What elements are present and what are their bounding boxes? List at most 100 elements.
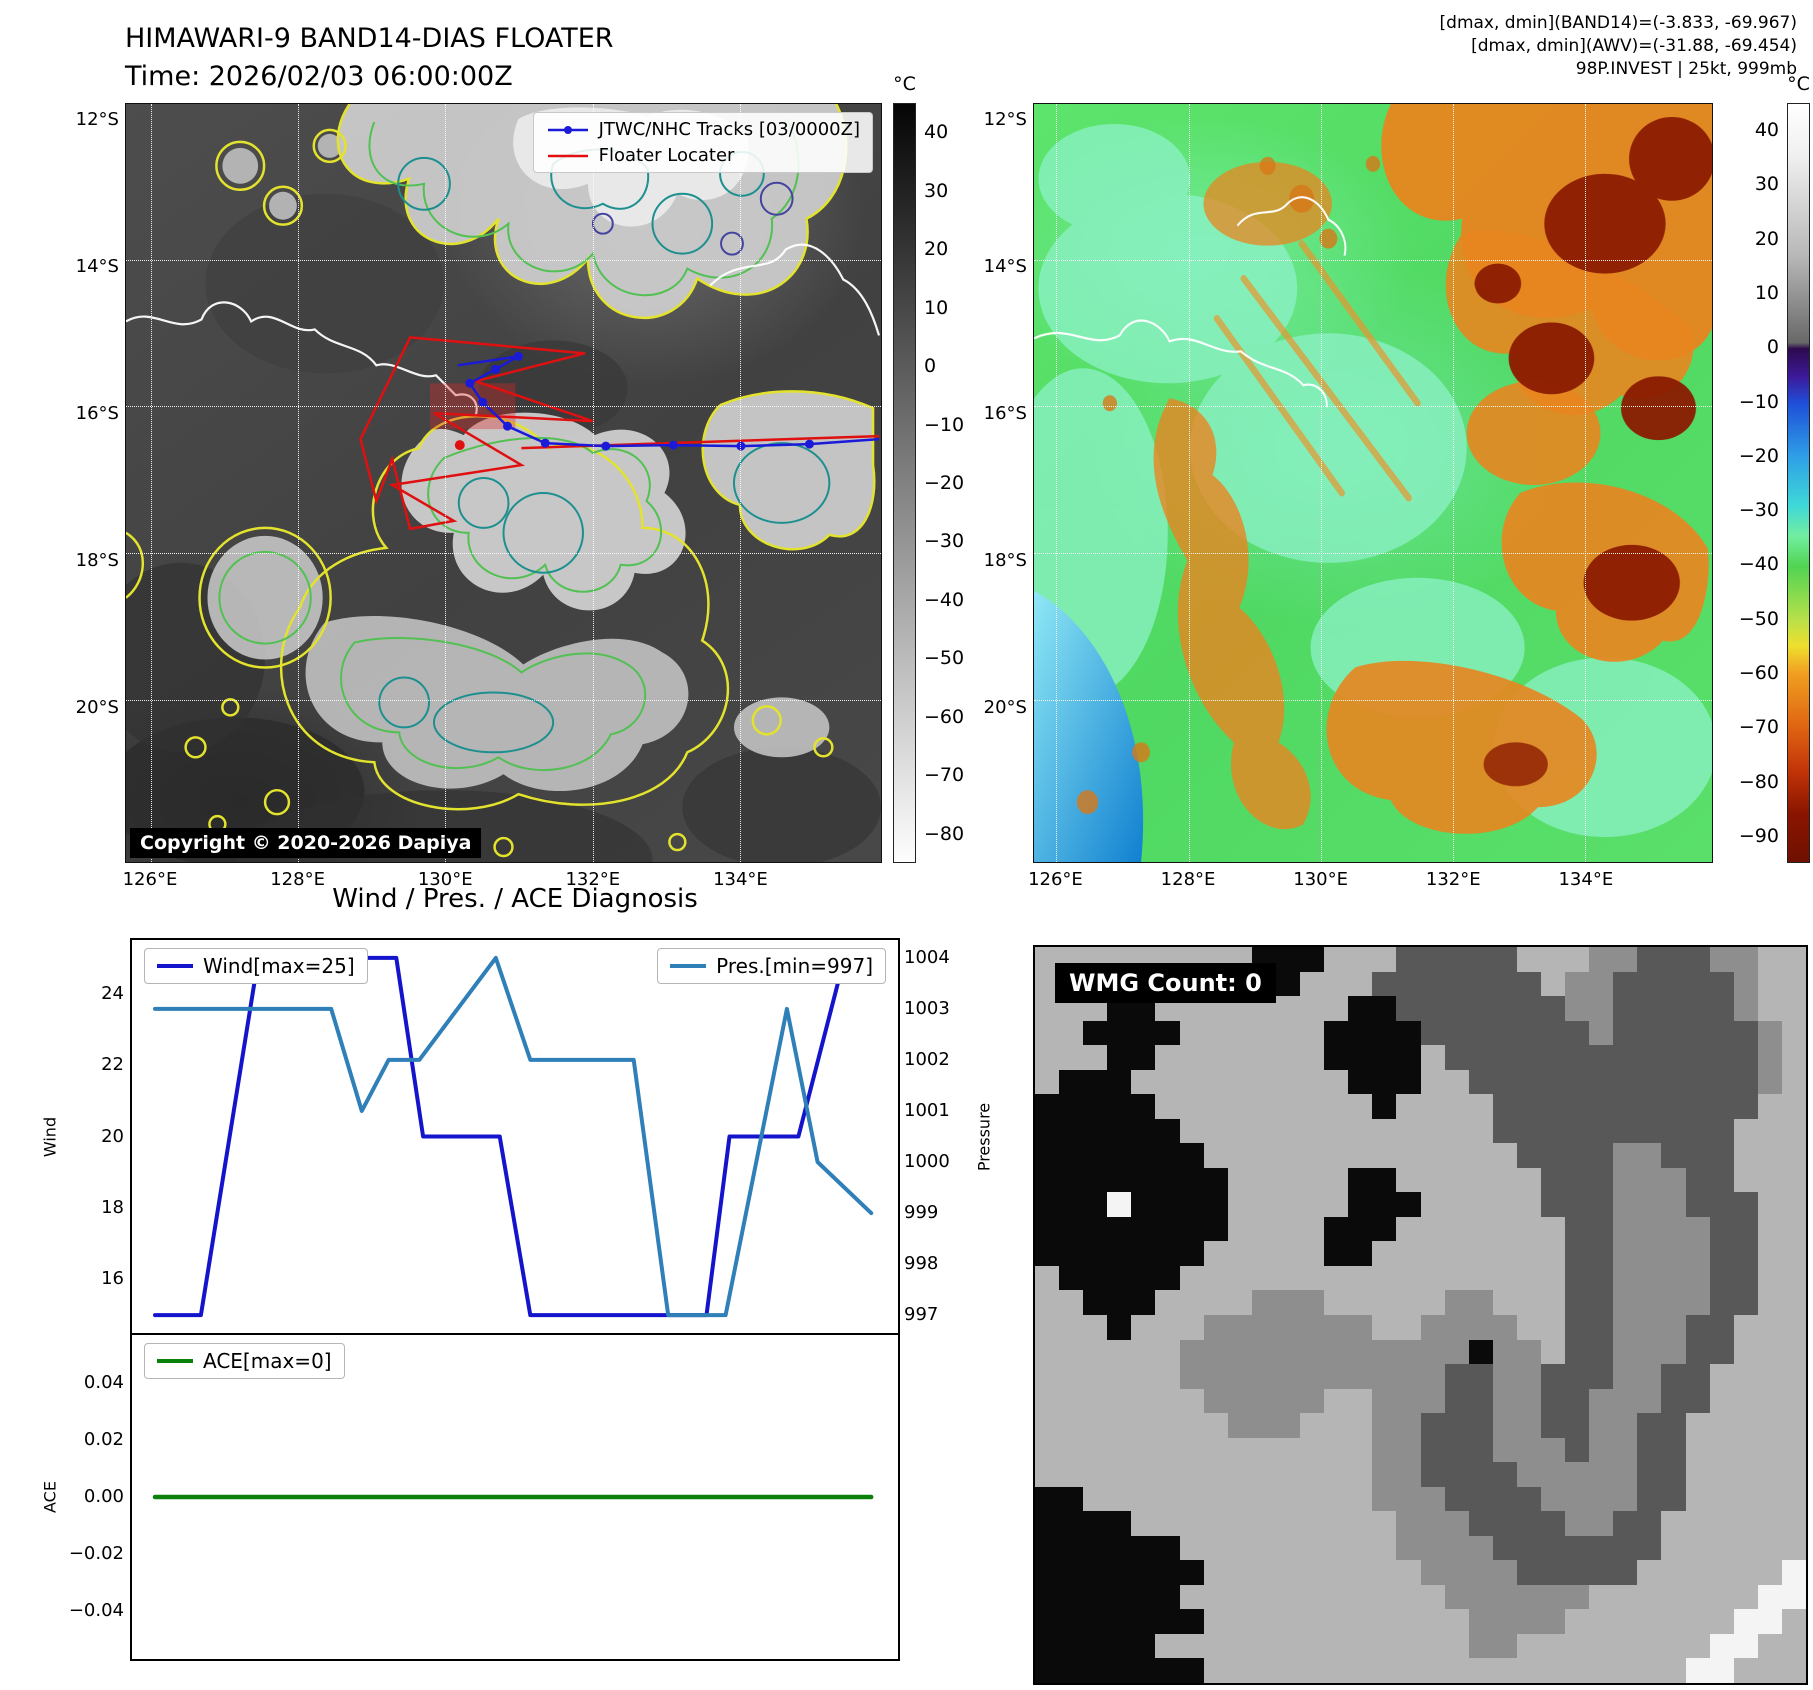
wmg-cell [1035,1633,1060,1659]
wmg-cell [1589,1143,1614,1168]
wmg-cell [1275,1339,1301,1365]
wmg-cell [1565,971,1590,997]
wmg-cell [1492,1069,1517,1095]
tick-label: −30 [924,530,965,553]
wmg-cell [1565,1216,1590,1242]
wmg-cell [1613,1045,1638,1070]
wmg-cell [1396,1045,1421,1070]
wmg-cell [1709,1020,1734,1046]
wmg-cell [1661,1265,1686,1291]
wmg-cell [1589,996,1614,1021]
tick-label: 20 [1754,227,1779,250]
gridline [1188,104,1190,862]
wmg-cell [1131,1658,1156,1683]
wmg-cell [1589,1241,1614,1266]
wmg-cell [1709,1339,1734,1365]
wmg-cell [1637,1118,1662,1144]
wmg-cell [1492,1609,1517,1634]
wmg-cell [1396,947,1421,972]
wmg-cell [1540,1069,1566,1095]
gridline [1034,406,1712,408]
tick-label: 10 [924,296,949,319]
wmg-cell [1468,1069,1493,1095]
legend-label: Floater Locater [598,145,735,166]
wmg-cell [1083,1241,1108,1266]
wmg-cell [1685,1143,1710,1168]
wmg-cell [1059,1216,1084,1242]
gridline [150,104,152,862]
wmg-cell [1420,1315,1445,1340]
tick-label: 30 [924,179,949,202]
wmg-cell [1107,1241,1132,1266]
wmg-cell [1420,1020,1445,1046]
tick-label: −60 [924,705,965,728]
wmg-cell [1468,1511,1493,1536]
tick-label: −70 [924,764,965,787]
tick-label: 20 [101,1125,124,1147]
wmg-cell [1661,1167,1686,1193]
wmg-cell [1637,1364,1662,1389]
wmg-cell [1035,1486,1060,1512]
wmg-cell [1613,1118,1638,1144]
wmg-cell [1661,1192,1686,1217]
wmg-cell [1324,1339,1349,1365]
wmg-cell [1661,996,1686,1021]
wmg-cell [1155,1560,1180,1585]
wmg-cell [1444,947,1469,972]
tick-label: 30 [1754,173,1779,196]
wmg-cell [1661,1216,1686,1242]
wmg-cell [1107,1216,1132,1242]
wmg-cell [1396,1511,1421,1536]
contour-teal [378,148,831,754]
wmg-cell [1203,1339,1228,1365]
band14-longitude-axis: 126°E 128°E 130°E 132°E 134°E [123,869,882,895]
tick-label: −60 [1738,662,1779,684]
wmg-cell [1540,1511,1566,1536]
wmg-cell [1613,1339,1638,1365]
gridline [1034,259,1712,261]
wmg-cell [1733,1192,1758,1217]
tick-label: 18 [101,1196,124,1218]
stats-band14-line: [dmax, dmin](BAND14)=(-3.833, -69.967) [1439,13,1797,33]
wmg-cell [1131,1216,1156,1242]
wmg-cell [1733,1633,1758,1659]
tick-label: 1001 [904,1099,950,1121]
wmg-cell [1757,1584,1782,1610]
tick-label: 12°S [983,109,1027,131]
wmg-panel: WMG Count: 0 [1033,945,1808,1685]
wmg-cell [1516,1511,1541,1536]
page-title: HIMAWARI-9 BAND14-DIAS FLOATER [125,23,614,54]
wmg-cell [1059,1143,1084,1168]
wmg-cell [1685,971,1710,997]
wmg-cell [1083,1094,1108,1119]
wmg-cell [1516,1143,1541,1168]
wmg-cell [1035,1118,1060,1144]
wmg-cell [1131,1535,1156,1561]
wmg-cell [1733,1069,1758,1095]
wmg-cell [1348,1364,1373,1389]
wmg-cell [1709,1192,1734,1217]
wmg-cell [1468,1388,1493,1414]
storm-stats-header: [dmax, dmin](BAND14)=(-3.833, -69.967) [… [1440,12,1797,81]
wmg-cell [1565,1462,1590,1487]
wmg-cell [1107,1265,1132,1291]
wmg-cell [1348,1069,1373,1095]
wmg-cell [1468,1413,1493,1438]
wmg-cell [1444,1413,1469,1438]
colorbar-ticks: 40 30 20 10 0 −10 −20 −30 −40 −50 −60 −70 −80 [924,103,1013,863]
wmg-cell [1300,1315,1325,1340]
wmg-cell [1396,1069,1421,1095]
tick-label: 20 [924,238,949,261]
gridline [1453,104,1454,862]
wmg-cell [1516,1609,1541,1634]
wmg-cell [1251,1290,1276,1315]
wmg-cell [1396,1020,1421,1046]
wmg-cell [1589,1535,1614,1561]
contour-navy [591,181,794,256]
wmg-cell [1035,1609,1060,1634]
wmg-cell [1420,971,1445,997]
wmg-cell [1227,1413,1252,1438]
track-line-marker [547,125,588,134]
band14-satellite-art [126,104,881,862]
band14-latitude-axis: 12°S 14°S 16°S 18°S 20°S [61,103,119,863]
